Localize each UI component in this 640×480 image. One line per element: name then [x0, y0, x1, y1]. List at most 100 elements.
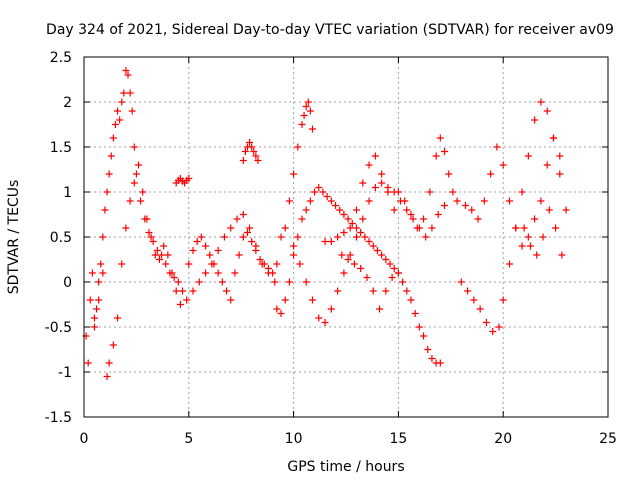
data-point	[304, 98, 312, 106]
data-point	[218, 278, 226, 286]
data-point	[332, 202, 340, 209]
data-point	[174, 278, 182, 286]
data-point	[185, 260, 193, 268]
series-track-e	[189, 211, 279, 295]
series-track-m	[457, 98, 564, 335]
data-point	[235, 251, 243, 259]
data-point	[273, 260, 281, 268]
series-track-n	[461, 134, 570, 250]
data-point	[409, 215, 417, 223]
grid-lines	[84, 57, 608, 417]
data-point	[105, 170, 113, 178]
data-point	[285, 197, 293, 205]
data-point	[306, 197, 314, 205]
data-point	[434, 211, 442, 218]
data-point	[424, 346, 432, 353]
data-point	[172, 287, 180, 295]
data-point	[420, 332, 428, 340]
data-point	[357, 229, 365, 236]
data-points	[82, 67, 570, 380]
data-point	[520, 224, 528, 232]
data-point	[105, 359, 113, 367]
data-point	[101, 206, 109, 214]
series-track-j	[321, 152, 398, 245]
data-point	[179, 287, 187, 295]
data-point	[378, 251, 386, 259]
data-point	[294, 143, 302, 151]
data-point	[97, 260, 105, 268]
data-point	[183, 296, 191, 304]
data-point	[359, 215, 367, 223]
data-point	[168, 269, 176, 277]
axis-ticks: 0 5 10 15 20 25 -1.5 -1 -0.5 0 0.5 1 1.5 2 2.5	[45, 50, 617, 447]
data-point	[346, 251, 354, 259]
data-point	[413, 224, 421, 232]
data-point	[365, 161, 373, 169]
data-point	[256, 256, 264, 263]
y-tick-label: 1.5	[50, 140, 72, 156]
data-point	[512, 224, 520, 232]
data-point	[139, 188, 147, 196]
data-point	[518, 188, 526, 196]
data-point	[126, 89, 134, 97]
data-point	[118, 98, 126, 106]
plot-frame	[83, 56, 609, 418]
data-point	[526, 242, 534, 250]
data-point	[143, 215, 151, 223]
y-tick-label: -1	[58, 365, 72, 381]
data-point	[390, 265, 398, 272]
data-point	[403, 287, 411, 295]
data-point	[321, 238, 329, 245]
data-point	[556, 152, 564, 160]
data-point	[344, 215, 352, 223]
data-point	[524, 152, 532, 160]
data-point	[384, 188, 392, 196]
data-point	[340, 229, 348, 236]
data-point	[239, 211, 247, 218]
data-point	[233, 215, 241, 223]
data-point	[223, 287, 231, 295]
data-point	[126, 197, 134, 205]
data-point	[495, 323, 503, 331]
data-point	[346, 224, 354, 232]
data-point	[164, 251, 172, 259]
data-point	[378, 170, 386, 178]
data-point	[441, 148, 449, 155]
data-point	[487, 170, 495, 178]
data-point	[403, 206, 411, 214]
data-point	[189, 287, 197, 295]
y-tick-label: 0	[63, 275, 72, 291]
data-point	[103, 373, 111, 380]
data-point	[114, 107, 122, 115]
data-point	[445, 170, 453, 178]
series-track-b	[90, 161, 184, 380]
data-point	[116, 116, 124, 124]
data-point	[147, 233, 155, 241]
data-point	[86, 296, 94, 304]
data-point	[449, 188, 457, 196]
data-point	[426, 188, 434, 196]
data-point	[468, 206, 476, 214]
data-point	[319, 188, 327, 196]
data-point	[302, 206, 310, 214]
x-tick-label: 15	[389, 431, 407, 447]
data-point	[394, 269, 402, 277]
data-point	[499, 296, 507, 304]
data-point	[206, 251, 214, 259]
data-point	[214, 247, 222, 254]
data-point	[111, 121, 119, 128]
data-point	[480, 197, 488, 205]
data-point	[470, 296, 478, 304]
data-point	[388, 274, 396, 281]
data-point	[239, 157, 247, 164]
data-point	[407, 211, 415, 218]
data-point	[390, 206, 398, 214]
data-point	[311, 188, 319, 196]
x-tick-label: 5	[184, 431, 193, 447]
data-point	[411, 310, 419, 317]
data-point	[160, 242, 168, 250]
data-point	[99, 233, 107, 241]
data-point	[227, 224, 235, 232]
data-point	[197, 233, 205, 241]
